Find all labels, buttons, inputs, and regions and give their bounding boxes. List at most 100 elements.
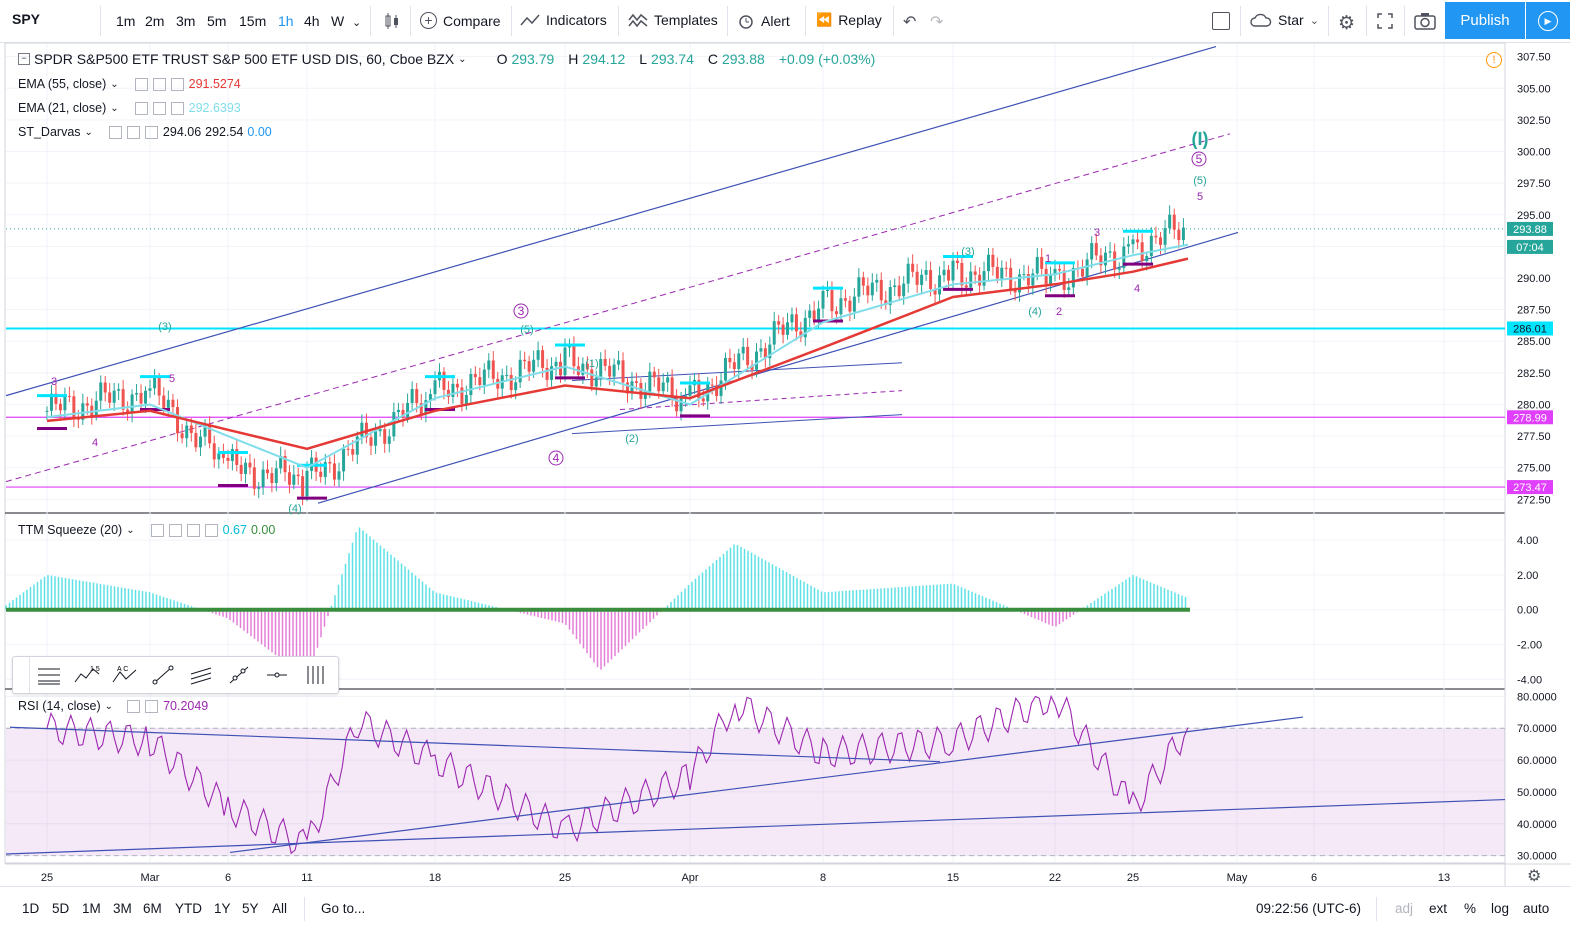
eye-icon[interactable] [134, 77, 148, 91]
candle-body [590, 369, 594, 387]
redo-icon: ↷ [930, 14, 944, 31]
chart-style-button[interactable] [383, 12, 401, 30]
candle-body [203, 425, 207, 437]
clock[interactable]: 09:22:56 (UTC-6) [1256, 901, 1362, 916]
undo-button[interactable]: ↶ [903, 12, 916, 32]
timeframe-4h[interactable]: 4h [304, 13, 320, 29]
more-tools[interactable] [296, 657, 334, 693]
candle-body [995, 266, 999, 279]
gear-icon[interactable] [126, 125, 140, 139]
templates-button[interactable]: Templates [628, 12, 718, 28]
candle-body [634, 381, 638, 383]
rsi-legend[interactable]: RSI (14, close) ⌄ 70.2049 [18, 699, 208, 713]
candle-body [469, 374, 473, 396]
snapshot-button[interactable] [1414, 12, 1436, 30]
elliott-wave-tool[interactable]: 1 5 [68, 657, 106, 693]
abc-wave-tool[interactable]: A C [106, 657, 144, 693]
undo-icon: ↶ [903, 14, 917, 31]
candle-body [893, 285, 897, 288]
timeframe-dropdown-icon[interactable]: ⌄ [352, 17, 362, 29]
range-3m[interactable]: 3M [113, 901, 132, 916]
collapse-icon[interactable]: − [18, 53, 30, 65]
series-title[interactable]: SPDR S&P500 ETF TRUST S&P 500 ETF USD DI… [34, 51, 455, 67]
candle [266, 460, 269, 480]
wave-label: 4 [553, 451, 560, 465]
range-6m[interactable]: 6M [143, 901, 162, 916]
candle [732, 353, 736, 377]
log-toggle[interactable]: log [1491, 901, 1510, 916]
close-icon[interactable] [170, 101, 184, 115]
warning-icon[interactable]: ! [1486, 52, 1502, 68]
range-5y[interactable]: 5Y [242, 901, 259, 916]
indicators-button[interactable]: Indicators [520, 12, 607, 28]
alert-button[interactable]: Alert [737, 12, 790, 30]
channel-tool[interactable] [182, 657, 220, 693]
candle-body [323, 462, 327, 477]
trend-line-tool[interactable] [144, 657, 182, 693]
candle-body [947, 269, 951, 281]
close-icon[interactable] [170, 77, 184, 91]
ema55-legend[interactable]: EMA (55, close) ⌄ 291.5274 [18, 77, 241, 91]
candle [171, 393, 175, 417]
candle [505, 365, 509, 381]
fullscreen-layout-button[interactable] [1212, 12, 1230, 30]
timeframe-1m[interactable]: 1m [116, 13, 136, 29]
settings-button[interactable]: ⚙ [1338, 12, 1355, 35]
horizontal-line-tool[interactable] [258, 657, 296, 693]
squeeze-legend[interactable]: TTM Squeeze (20) ⌄ 0.67 0.00 [18, 523, 275, 537]
star-button[interactable]: Star ⌄ [1250, 12, 1319, 28]
candle-body [194, 432, 198, 448]
timeframe-2m[interactable]: 2m [145, 13, 165, 29]
rsi-line [46, 694, 1189, 855]
range-5d[interactable]: 5D [52, 901, 70, 916]
time-axis-label: 22 [1049, 872, 1061, 884]
eye-icon[interactable] [127, 699, 141, 713]
auto-toggle[interactable]: auto [1523, 901, 1550, 916]
eye-icon[interactable] [108, 125, 122, 139]
timeframe-15m[interactable]: 15m [239, 13, 267, 29]
close-icon[interactable] [144, 125, 158, 139]
darvas-legend[interactable]: ST_Darvas ⌄ 294.06 292.54 0.00 [18, 125, 272, 139]
range-ytd[interactable]: YTD [175, 901, 202, 916]
eye-icon[interactable] [134, 101, 148, 115]
goto-button[interactable]: Go to... [321, 901, 366, 916]
candle [54, 384, 58, 411]
candle-body [1081, 268, 1085, 277]
timeframe-1h[interactable]: 1h [278, 13, 294, 29]
range-all[interactable]: All [272, 901, 288, 916]
candle [1090, 236, 1094, 269]
gear-icon[interactable] [145, 699, 159, 713]
braces-icon[interactable] [186, 523, 200, 537]
percent-toggle[interactable]: % [1464, 901, 1477, 916]
camera-icon [1414, 13, 1436, 30]
ema21-legend[interactable]: EMA (21, close) ⌄ 292.6393 [18, 101, 241, 115]
gear-icon[interactable] [168, 523, 182, 537]
drag-handle[interactable] [13, 657, 30, 693]
replay-button[interactable]: ⏪ Replay [816, 12, 882, 28]
range-1m[interactable]: 1M [82, 901, 101, 916]
candle-body [305, 470, 309, 497]
compare-button[interactable]: + Compare [420, 12, 501, 29]
gear-icon[interactable] [152, 101, 166, 115]
publish-menu-button[interactable]: ▶ [1526, 2, 1570, 39]
eye-icon[interactable] [150, 523, 164, 537]
chevron-down-icon[interactable]: ⌄ [458, 53, 467, 65]
range-1y[interactable]: 1Y [214, 901, 231, 916]
candle-body [830, 290, 834, 312]
adj-toggle[interactable]: adj [1395, 901, 1414, 916]
timeframe-w[interactable]: W [331, 13, 345, 29]
redo-button[interactable]: ↷ [930, 12, 943, 32]
fib-retracement-tool[interactable] [30, 657, 68, 693]
ext-toggle[interactable]: ext [1429, 901, 1448, 916]
fullscreen-button[interactable] [1376, 12, 1394, 30]
symbol-search[interactable]: SPY [12, 11, 41, 27]
rsi-axis-label: 60.0000 [1517, 755, 1557, 767]
timeframe-5m[interactable]: 5m [207, 13, 227, 29]
range-1d[interactable]: 1D [22, 901, 40, 916]
gear-icon[interactable] [152, 77, 166, 91]
ray-tool[interactable] [220, 657, 258, 693]
close-icon[interactable] [204, 523, 218, 537]
timeframe-3m[interactable]: 3m [176, 13, 196, 29]
publish-button[interactable]: Publish [1445, 2, 1525, 39]
